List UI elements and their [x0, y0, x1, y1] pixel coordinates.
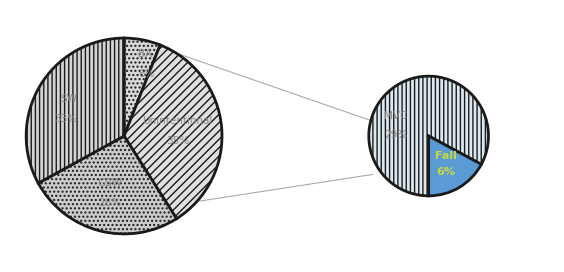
Wedge shape [369, 76, 488, 196]
Text: 29%: 29% [384, 130, 407, 140]
Wedge shape [429, 136, 481, 196]
Wedge shape [124, 38, 160, 136]
Wedge shape [124, 45, 222, 219]
Text: BA: BA [138, 49, 152, 59]
Wedge shape [26, 38, 124, 183]
Text: Fall: Fall [435, 151, 456, 161]
Text: 35%: 35% [166, 136, 190, 146]
Text: 6%: 6% [138, 69, 155, 79]
Text: SW: SW [61, 94, 78, 104]
Text: 26%: 26% [98, 198, 121, 208]
Wedge shape [38, 136, 177, 234]
Text: 6%: 6% [436, 167, 455, 177]
Text: MVC: MVC [384, 111, 407, 121]
Text: GSW: GSW [97, 178, 122, 188]
Text: 33%: 33% [55, 114, 78, 123]
Text: Unintentional: Unintentional [143, 116, 213, 126]
